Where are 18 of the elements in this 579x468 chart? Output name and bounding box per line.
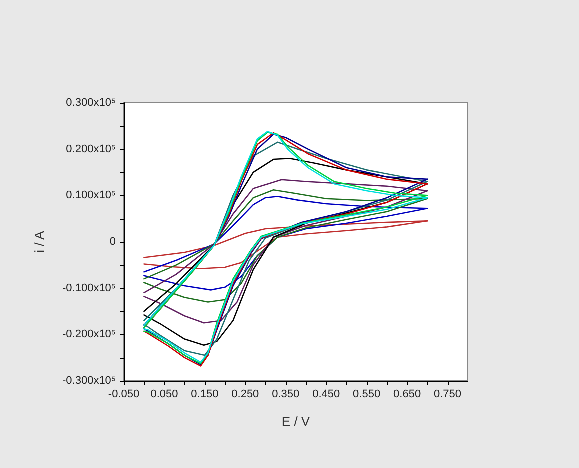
y-tick-label: 0.100x10⁵ xyxy=(66,190,116,202)
x-axis-title: E / V xyxy=(282,414,310,429)
y-tick-label: -0.300x10⁵ xyxy=(62,375,116,387)
y-tick-label: -0.100x10⁵ xyxy=(62,282,116,294)
x-tick-label: 0.150 xyxy=(191,388,219,400)
y-tick-label: -0.200x10⁵ xyxy=(62,328,116,341)
x-tick-label: 0.650 xyxy=(394,388,422,400)
x-tick-label: 0.350 xyxy=(272,388,300,400)
y-tick-label: 0.300x10⁵ xyxy=(66,97,116,109)
y-tick-label: 0 xyxy=(110,236,116,248)
y-tick-label: 0.200x10⁵ xyxy=(66,143,116,156)
x-tick-label: 0.250 xyxy=(232,388,260,400)
x-tick-label: 0.050 xyxy=(150,388,178,400)
x-tick-label: -0.050 xyxy=(108,388,140,400)
y-axis-title: i / A xyxy=(32,230,47,253)
x-tick-label: 0.450 xyxy=(312,388,340,400)
x-tick-label: 0.550 xyxy=(353,388,381,400)
x-tick-label: 0.750 xyxy=(434,388,462,400)
